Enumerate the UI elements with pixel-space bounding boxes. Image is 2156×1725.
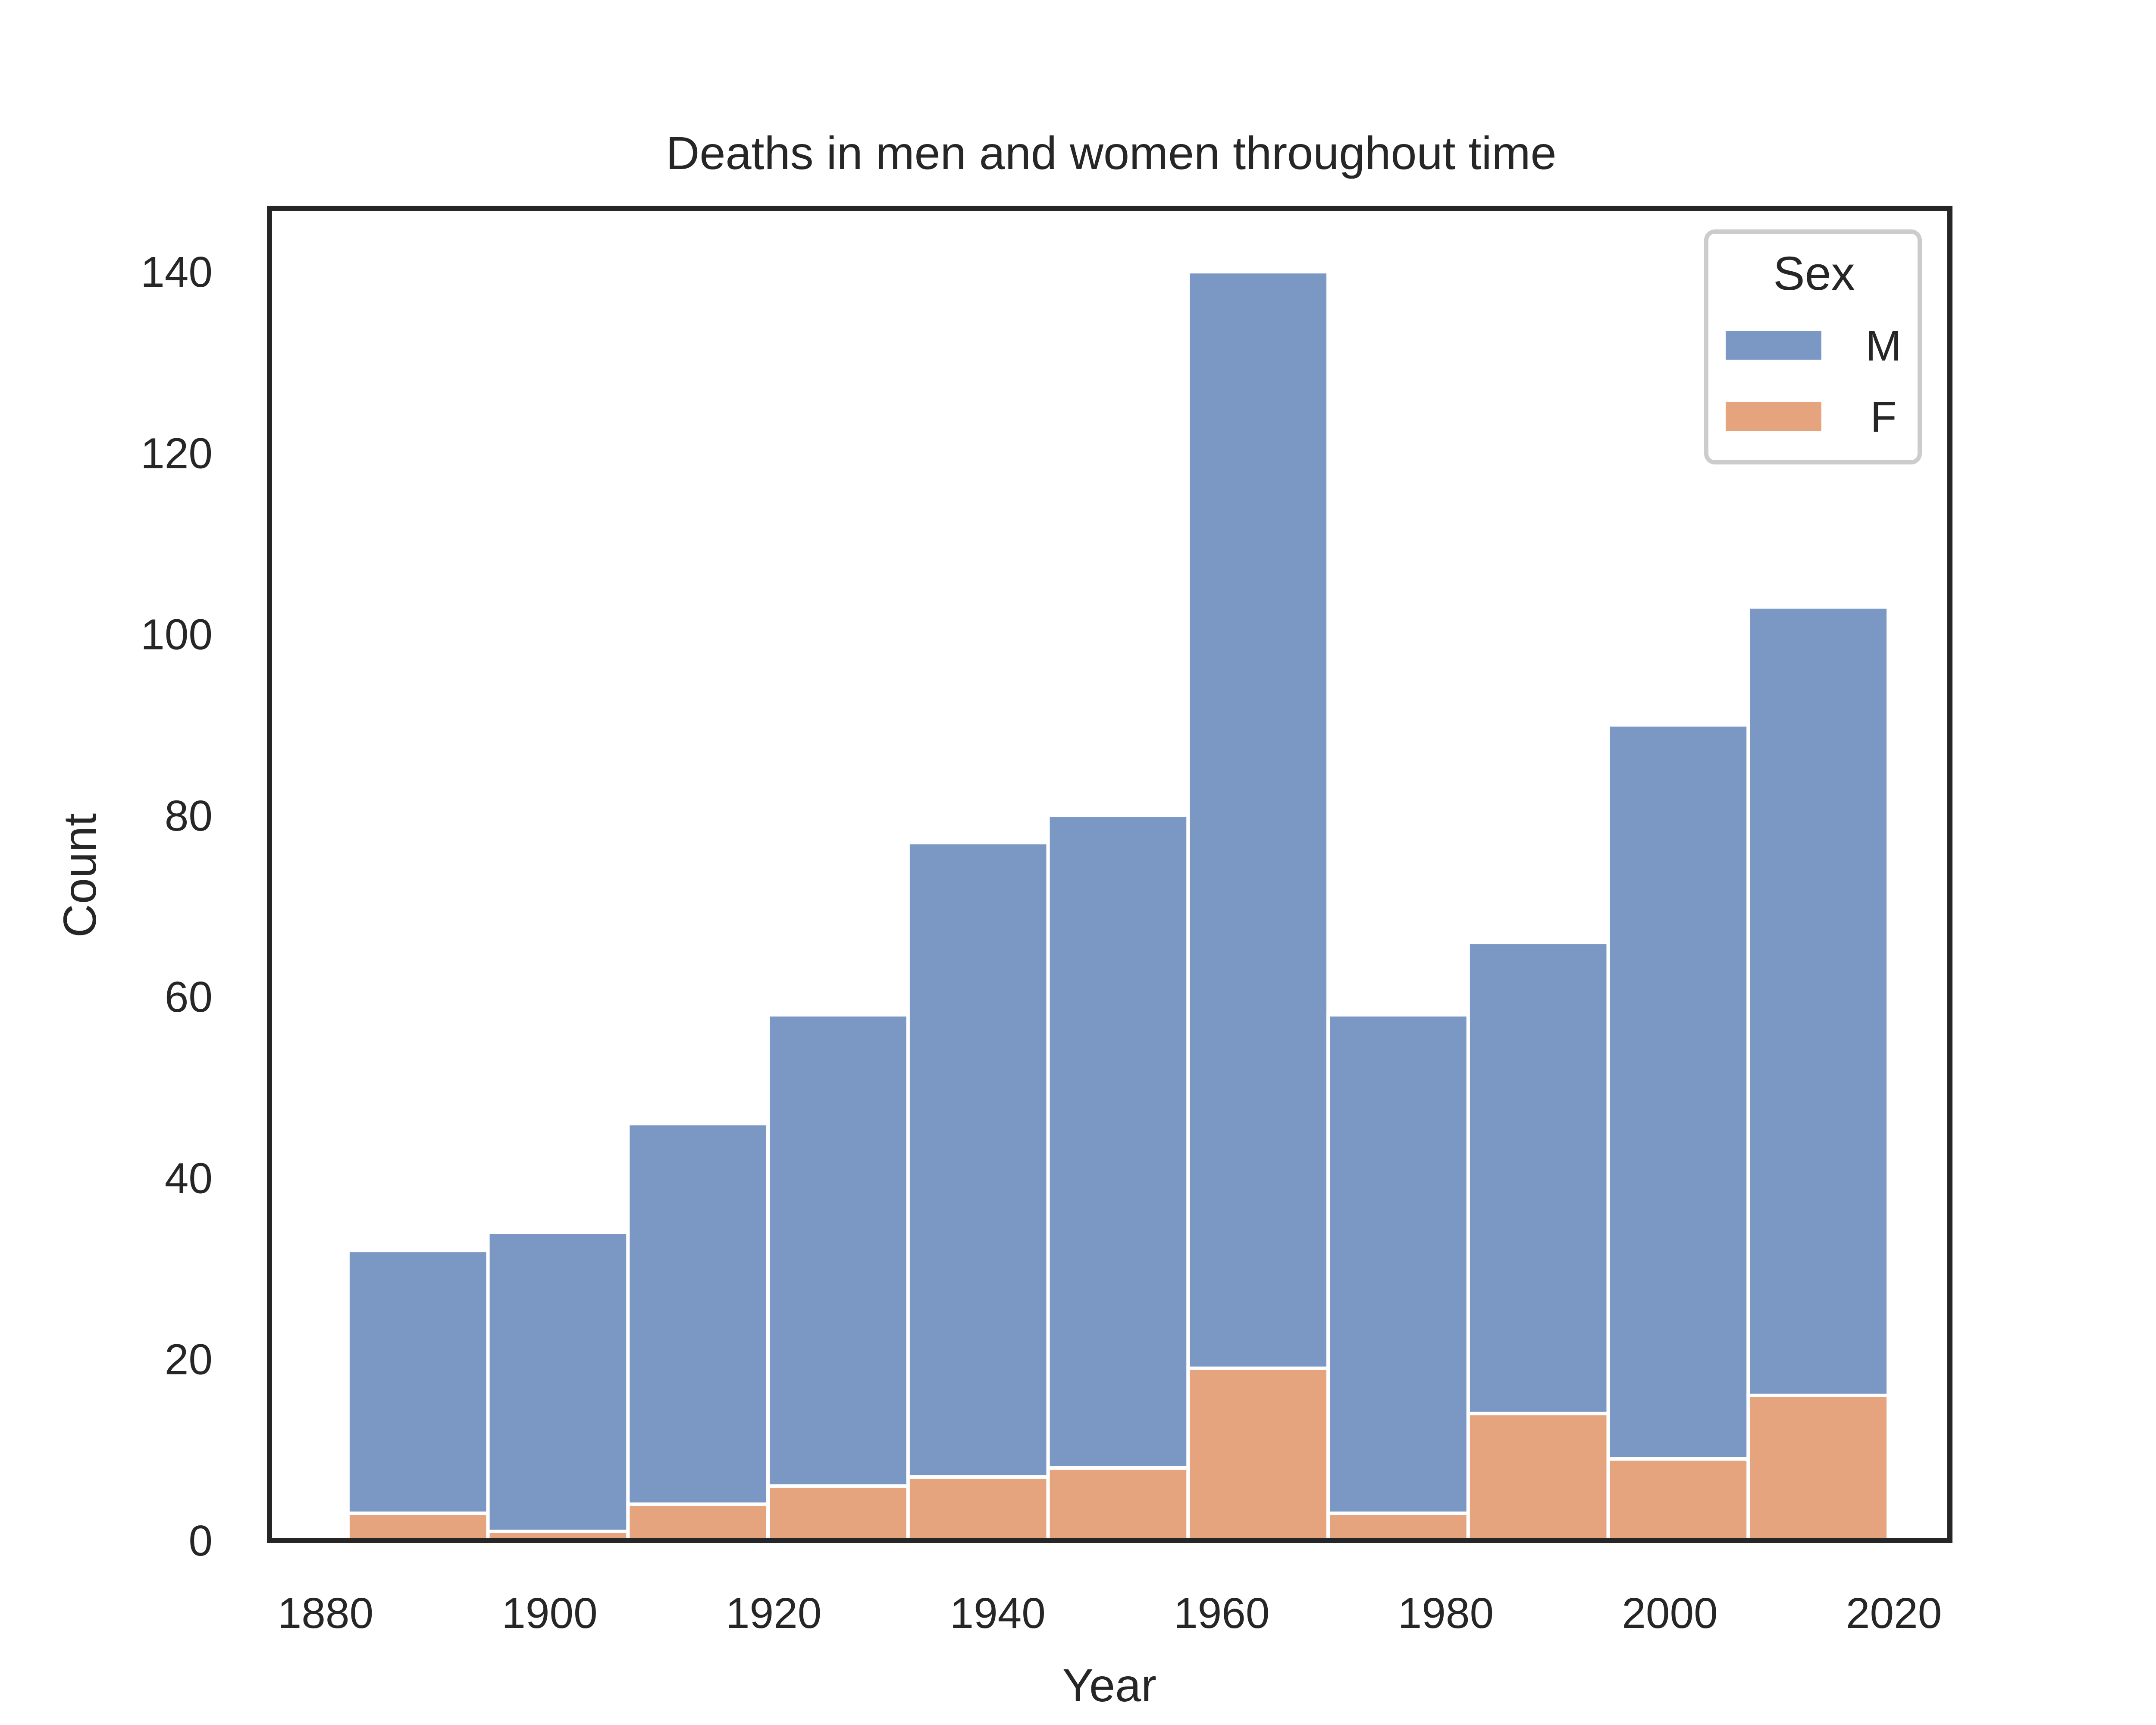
y-tick-label: 40: [165, 1154, 213, 1202]
y-tick-label: 140: [141, 248, 213, 296]
bar-f-6: [1186, 1366, 1330, 1542]
legend-label-m: M: [1865, 322, 1901, 370]
legend-title: Sex: [1773, 247, 1855, 300]
bar-m-3: [766, 1013, 910, 1488]
bar-f-8: [1466, 1411, 1610, 1543]
x-tick-label: 1900: [501, 1589, 597, 1637]
plot-frame: [267, 206, 1952, 1543]
bar-m-4: [906, 841, 1050, 1479]
bar-f-7: [1326, 1511, 1470, 1543]
y-axis-label: Count: [53, 813, 106, 938]
bar-m-8: [1466, 941, 1610, 1415]
y-tick-label: 20: [165, 1336, 213, 1384]
bar-f-0: [346, 1511, 490, 1543]
bar-f-10: [1746, 1393, 1890, 1542]
y-tick-label: 80: [165, 792, 213, 840]
bar-f-9: [1606, 1457, 1750, 1542]
x-tick-label: 2000: [1622, 1589, 1717, 1637]
legend-entries: MF: [1726, 322, 1902, 441]
chart-title: Deaths in men and women throughout time: [666, 127, 1556, 179]
bar-m-5: [1046, 813, 1190, 1470]
x-tick-label: 1880: [278, 1589, 373, 1637]
bar-f-3: [766, 1484, 910, 1543]
bar-f-5: [1046, 1466, 1190, 1542]
legend: Sex MF: [1704, 229, 1922, 464]
y-tick-label: 100: [141, 611, 213, 659]
bar-m-0: [346, 1248, 490, 1515]
bar-m-6: [1186, 270, 1330, 1370]
bar-m-9: [1606, 723, 1750, 1461]
bar-f-2: [626, 1502, 770, 1542]
y-tick-label: 0: [188, 1517, 213, 1565]
y-tick-labels: 0 20 40 60 80 100 120 140: [141, 248, 213, 1565]
legend-swatch-f: [1726, 402, 1821, 431]
x-axis-label: Year: [1062, 1659, 1156, 1711]
x-tick-label: 1960: [1174, 1589, 1269, 1637]
x-tick-label: 1940: [950, 1589, 1045, 1637]
bar-f-4: [906, 1475, 1050, 1543]
bar-m-2: [626, 1122, 770, 1506]
bars-group: [346, 270, 1890, 1543]
legend-label-f: F: [1870, 393, 1896, 441]
x-tick-label: 1920: [726, 1589, 821, 1637]
y-tick-label: 120: [141, 429, 213, 477]
x-tick-labels: 1880 1900 1920 1940 1960 1980 2000 2020: [278, 1589, 1942, 1637]
y-tick-label: 60: [165, 973, 213, 1021]
x-tick-label: 1980: [1398, 1589, 1494, 1637]
bar-m-10: [1746, 605, 1890, 1397]
bar-m-1: [486, 1230, 630, 1533]
bar-m-7: [1326, 1013, 1470, 1515]
legend-swatch-m: [1726, 331, 1821, 360]
x-tick-label: 2020: [1846, 1589, 1942, 1637]
